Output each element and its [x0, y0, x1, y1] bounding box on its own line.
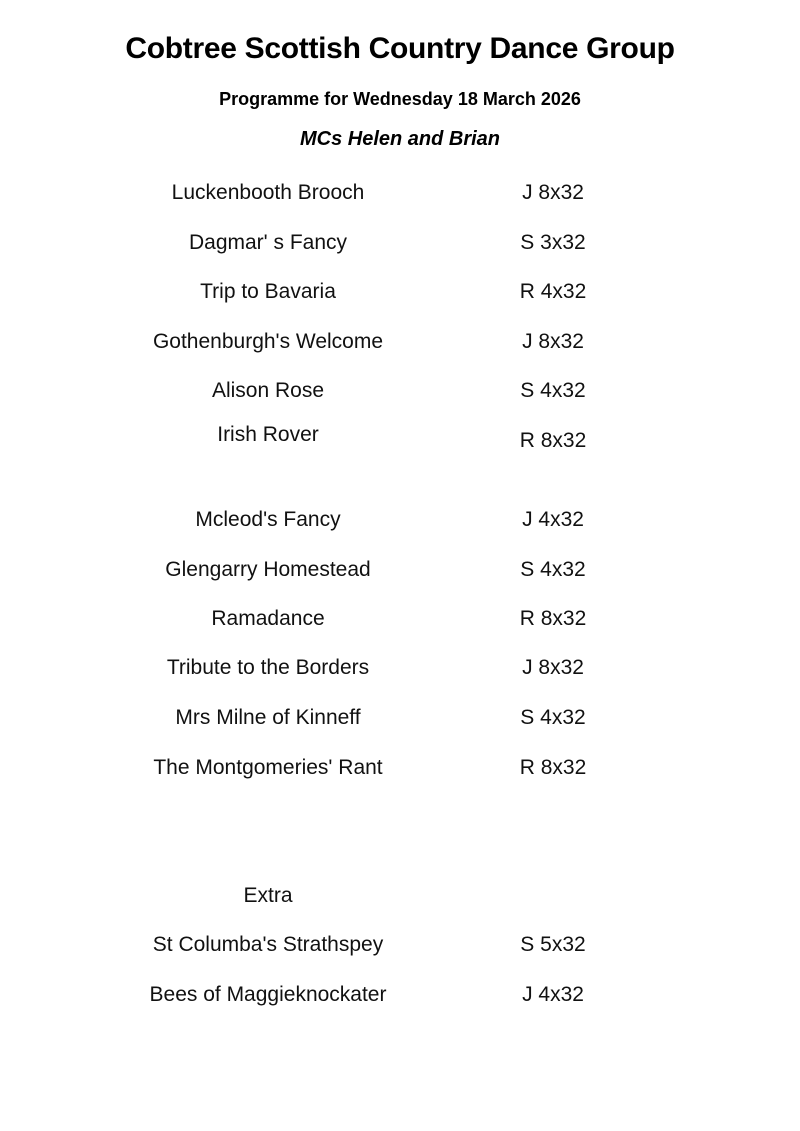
- dance-name: Bees of Maggieknockater: [149, 983, 387, 1006]
- dance-name: The Montgomeries' Rant: [153, 756, 383, 779]
- extra-heading: Extra: [243, 884, 293, 907]
- dance-name: Gothenburgh's Welcome: [152, 330, 384, 353]
- dance-type: J 8x32: [522, 656, 584, 679]
- dance-name: Ramadance: [211, 607, 325, 630]
- dance-type: J 4x32: [522, 983, 584, 1006]
- dance-type: R 8x32: [519, 429, 587, 452]
- dance-type: R 4x32: [519, 280, 587, 303]
- dance-name: Glengarry Homestead: [165, 558, 371, 581]
- dance-type: S 4x32: [520, 558, 586, 581]
- dance-name: Alison Rose: [211, 379, 325, 402]
- dance-type: J 8x32: [522, 330, 584, 353]
- dance-type: R 8x32: [519, 607, 587, 630]
- dance-type: J 4x32: [522, 508, 584, 531]
- dance-type: S 4x32: [520, 379, 586, 402]
- dance-name: Trip to Bavaria: [200, 280, 336, 303]
- dance-name: Irish Rover: [217, 423, 319, 446]
- dance-name: St Columba's Strathspey: [152, 933, 384, 956]
- programme-date: Programme for Wednesday 18 March 2026: [219, 89, 581, 109]
- dance-name: Dagmar' s Fancy: [188, 231, 348, 254]
- dance-type: R 8x32: [519, 756, 587, 779]
- dance-name: Mcleod's Fancy: [195, 508, 341, 531]
- dance-name: Mrs Milne of Kinneff: [175, 706, 361, 729]
- dance-type: J 8x32: [522, 181, 584, 204]
- dance-type: S 4x32: [520, 706, 586, 729]
- dance-name: Tribute to the Borders: [166, 656, 370, 679]
- dance-type: S 5x32: [520, 933, 586, 956]
- mcs-line: MCs Helen and Brian: [299, 128, 501, 150]
- dance-name: Luckenbooth Brooch: [171, 181, 365, 204]
- dance-type: S 3x32: [520, 231, 586, 254]
- page-title: Cobtree Scottish Country Dance Group: [125, 32, 675, 65]
